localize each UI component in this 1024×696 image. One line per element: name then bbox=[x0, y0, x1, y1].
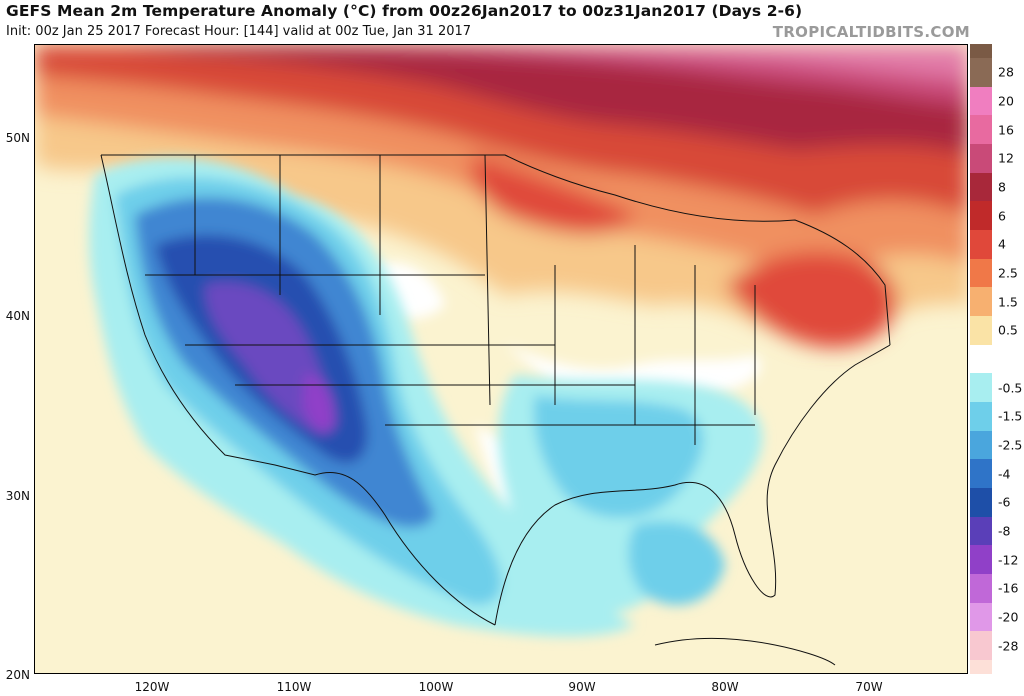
warm-anomaly-field bbox=[35, 45, 967, 348]
colorbar-tick-label: 0.5 bbox=[998, 322, 1018, 338]
colorbar-segment bbox=[970, 344, 992, 374]
colorbar-segment bbox=[970, 488, 992, 518]
colorbar-tick-label: -8 bbox=[998, 523, 1011, 539]
colorbar-segment bbox=[970, 430, 992, 460]
colorbar-tick-label: -16 bbox=[998, 580, 1019, 596]
lon-label-120w: 120W bbox=[134, 680, 170, 694]
brand-watermark: TROPICALTIDBITS.COM bbox=[772, 23, 970, 41]
political-boundaries bbox=[100, 154, 891, 666]
colorbar-segment bbox=[970, 86, 992, 116]
colorbar-tick-label: -20 bbox=[998, 609, 1019, 625]
map-subtitle: Init: 00z Jan 25 2017 Forecast Hour: [14… bbox=[6, 24, 472, 39]
colorbar-segment bbox=[970, 287, 992, 317]
colorbar-segment bbox=[970, 459, 992, 489]
lat-label-20n: 20N bbox=[5, 668, 30, 682]
colorbar-tick-label: -28 bbox=[998, 638, 1019, 654]
lon-label-70w: 70W bbox=[855, 680, 883, 694]
lon-label-90w: 90W bbox=[568, 680, 596, 694]
colorbar-segment bbox=[970, 58, 992, 88]
us-west-coast-mexico-border bbox=[100, 154, 496, 626]
colorbar-tick-label: -2.5 bbox=[998, 437, 1023, 453]
colorbar-tick-label: 8 bbox=[998, 179, 1006, 195]
colorbar-top-cap bbox=[970, 44, 992, 58]
colorbar-segment bbox=[970, 545, 992, 575]
colorbar-segment bbox=[970, 115, 992, 145]
lat-label-30n: 30N bbox=[5, 489, 30, 503]
colorbar-segment bbox=[970, 230, 992, 260]
colorbar-segment bbox=[970, 402, 992, 432]
lon-label-110w: 110W bbox=[276, 680, 312, 694]
colorbar-segment bbox=[970, 316, 992, 346]
cuba-outline bbox=[654, 637, 836, 666]
lon-label-100w: 100W bbox=[418, 680, 454, 694]
state-boundaries-horizontal bbox=[145, 274, 755, 426]
colorbar-segment bbox=[970, 574, 992, 604]
us-canada-border bbox=[101, 154, 891, 346]
us-gulf-atlantic-coast bbox=[494, 344, 891, 626]
colorbar-tick-label: 4 bbox=[998, 236, 1006, 252]
colorbar-segment bbox=[970, 201, 992, 231]
colorbar-tick-label: 2.5 bbox=[998, 265, 1018, 281]
colorbar-segment bbox=[970, 258, 992, 288]
lat-label-50n: 50N bbox=[5, 131, 30, 145]
colorbar-tick-label: -6 bbox=[998, 494, 1011, 510]
cold-anomaly-field bbox=[89, 157, 763, 637]
colorbar-tick-label: -12 bbox=[998, 552, 1019, 568]
colorbar-bottom-cap bbox=[970, 660, 992, 674]
anomaly-map-canvas bbox=[35, 45, 967, 673]
lon-label-80w: 80W bbox=[711, 680, 739, 694]
colorbar-segment bbox=[970, 373, 992, 403]
colorbar-tick-label: -0.5 bbox=[998, 380, 1023, 396]
colorbar-tick-label: 1.5 bbox=[998, 294, 1018, 310]
state-boundaries bbox=[194, 154, 756, 445]
colorbar-tick-label: 12 bbox=[998, 150, 1014, 166]
colorbar-tick-label: 20 bbox=[998, 93, 1014, 109]
colorbar-segment bbox=[970, 144, 992, 174]
colorbar-tick-label: 28 bbox=[998, 64, 1014, 80]
lat-label-40n: 40N bbox=[5, 309, 30, 323]
colorbar-tick-label: -1.5 bbox=[998, 408, 1023, 424]
colorbar-segment bbox=[970, 516, 992, 546]
anomaly-map bbox=[34, 44, 968, 674]
colorbar-tick-label: 16 bbox=[998, 122, 1014, 138]
colorbar-segment bbox=[970, 172, 992, 202]
map-title: GEFS Mean 2m Temperature Anomaly (°C) fr… bbox=[6, 2, 803, 20]
colorbar-segment bbox=[970, 602, 992, 632]
colorbar-tick-label: -4 bbox=[998, 466, 1011, 482]
colorbar-tick-label: 6 bbox=[998, 208, 1006, 224]
colorbar-segment bbox=[970, 631, 992, 661]
colorbar-legend: 28 20 16 12 8 6 4 2.5 1.5 0.5 -0.5 -1.5 -2.5 -4 -6 -8 -1… bbox=[970, 44, 1022, 674]
